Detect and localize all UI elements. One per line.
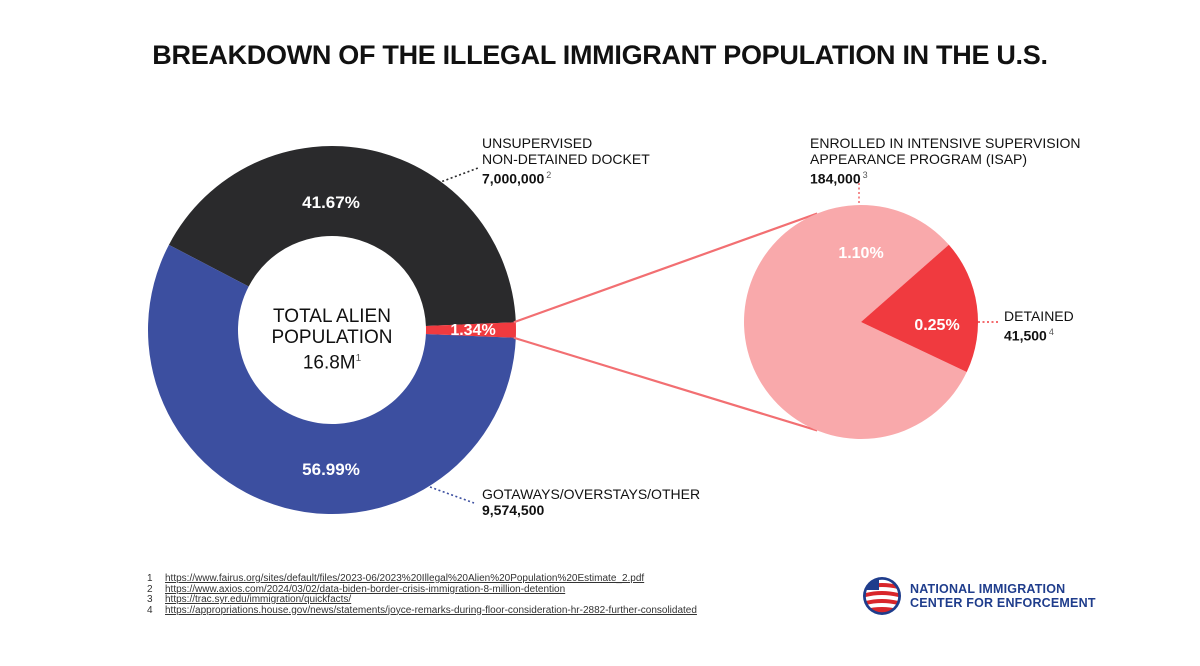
reference-number: 4 (147, 606, 165, 617)
label-isap: ENROLLED IN INTENSIVE SUPERVISION APPEAR… (810, 135, 1080, 187)
logo-text-line1: NATIONAL IMMIGRATION (910, 582, 1096, 596)
percent-label-isap: 1.10% (838, 245, 883, 262)
center-total-value: 16.8M (303, 352, 356, 373)
label-gotaways-line1: GOTAWAYS/OVERSTAYS/OTHER (482, 486, 700, 502)
label-gotaways: GOTAWAYS/OVERSTAYS/OTHER 9,574,500 (482, 486, 700, 518)
center-label-total: 16.8M1 (246, 348, 418, 373)
logo-text-line2: CENTER FOR ENFORCEMENT (910, 596, 1096, 610)
label-gotaways-value: 9,574,500 (482, 502, 700, 518)
reference-link[interactable]: https://appropriations.house.gov/news/st… (165, 606, 697, 617)
center-total-ref: 1 (356, 353, 362, 364)
logo-text: NATIONAL IMMIGRATION CENTER FOR ENFORCEM… (910, 582, 1096, 610)
label-unsupervised: UNSUPERVISED NON-DETAINED DOCKET 7,000,0… (482, 135, 650, 187)
label-unsupervised-line1: UNSUPERVISED (482, 135, 650, 151)
percent-label-unsupervised: 41.67% (302, 193, 360, 212)
reference-item: 4 https://appropriations.house.gov/news/s… (147, 606, 697, 617)
label-isap-line1: ENROLLED IN INTENSIVE SUPERVISION (810, 135, 1080, 151)
reference-link[interactable]: https://trac.syr.edu/immigration/quickfa… (165, 595, 351, 606)
percent-label-detained: 0.25% (914, 317, 959, 334)
center-label-line1: TOTAL ALIEN (246, 306, 418, 327)
organization-logo: NATIONAL IMMIGRATION CENTER FOR ENFORCEM… (862, 576, 1096, 616)
label-isap-ref: 3 (863, 170, 868, 180)
reference-number: 3 (147, 595, 165, 606)
leader-unsupervised (438, 168, 478, 183)
label-detained-ref: 4 (1049, 327, 1054, 337)
label-detained: DETAINED 41,500 4 (1004, 308, 1074, 344)
center-label-line2: POPULATION (246, 327, 418, 348)
flag-globe-icon (862, 576, 902, 616)
label-unsupervised-line2: NON-DETAINED DOCKET (482, 151, 650, 167)
leader-gotaways (430, 487, 474, 503)
donut-center-label: TOTAL ALIEN POPULATION 16.8M1 (246, 306, 418, 373)
percent-label-gotaways: 56.99% (302, 460, 360, 479)
reference-link[interactable]: https://www.fairus.org/sites/default/fil… (165, 574, 644, 585)
label-unsupervised-value: 7,000,000 (482, 171, 544, 187)
reference-item: 1 https://www.fairus.org/sites/default/fi… (147, 574, 697, 585)
references-list: 1 https://www.fairus.org/sites/default/fi… (147, 574, 697, 616)
reference-item: 3 https://trac.syr.edu/immigration/quickf… (147, 595, 697, 606)
percent-label-supervised: 1.34% (450, 322, 495, 339)
label-unsupervised-ref: 2 (546, 170, 551, 180)
label-isap-value: 184,000 (810, 171, 861, 187)
reference-number: 1 (147, 574, 165, 585)
label-detained-line1: DETAINED (1004, 308, 1074, 324)
label-detained-value: 41,500 (1004, 328, 1047, 344)
label-isap-line2: APPEARANCE PROGRAM (ISAP) (810, 151, 1080, 167)
